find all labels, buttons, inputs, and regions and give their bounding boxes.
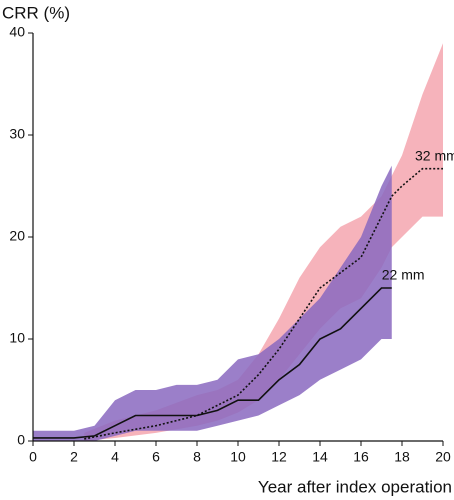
x-tick-label: 4 bbox=[111, 449, 119, 465]
x-tick-label: 16 bbox=[353, 449, 369, 465]
y-tick-label: 30 bbox=[9, 126, 25, 142]
series-label: 22 mm bbox=[382, 267, 425, 283]
x-tick-label: 8 bbox=[193, 449, 201, 465]
y-tick-label: 10 bbox=[9, 330, 25, 346]
x-tick-label: 6 bbox=[152, 449, 160, 465]
x-axis-title: Year after index operation bbox=[258, 477, 452, 496]
y-tick-label: 40 bbox=[9, 24, 25, 40]
y-axis-title: CRR (%) bbox=[2, 3, 70, 22]
series-label: 32 mm bbox=[415, 147, 454, 163]
confidence-band bbox=[33, 165, 392, 441]
y-tick-label: 20 bbox=[9, 228, 25, 244]
y-tick-label: 0 bbox=[17, 432, 25, 448]
x-tick-label: 2 bbox=[70, 449, 78, 465]
x-tick-label: 10 bbox=[230, 449, 246, 465]
x-tick-label: 14 bbox=[312, 449, 328, 465]
x-tick-label: 0 bbox=[29, 449, 37, 465]
series-line bbox=[84, 167, 443, 440]
x-tick-label: 12 bbox=[271, 449, 287, 465]
x-tick-label: 18 bbox=[394, 449, 410, 465]
x-tick-label: 20 bbox=[435, 449, 451, 465]
series-line bbox=[33, 287, 392, 439]
